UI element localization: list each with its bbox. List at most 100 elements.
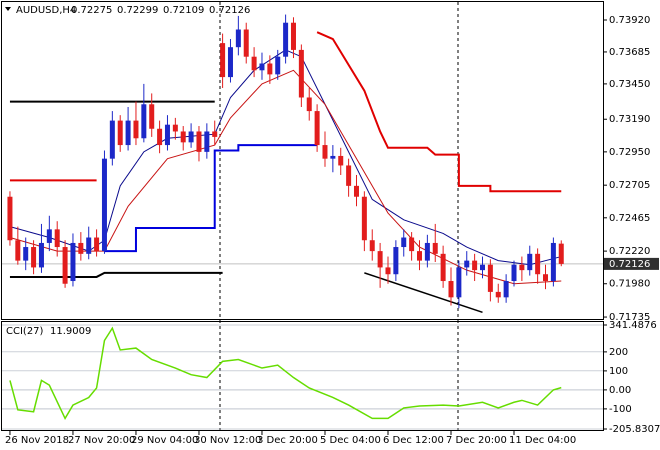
price-panel-frame [1, 1, 604, 320]
cci-value: 11.9009 [50, 326, 91, 337]
open-value: 0.72275 [71, 5, 112, 16]
cci-line [9, 326, 562, 420]
candle-body [306, 97, 312, 112]
candle-body [440, 253, 446, 282]
x-tick-label: 3 Dec 20:00 [257, 435, 318, 446]
y-tick-label: 0.72950 [609, 147, 650, 158]
cci-panel-frame [1, 321, 604, 431]
candle-body [511, 264, 517, 282]
candle-body [385, 267, 391, 275]
candle-body [353, 185, 359, 197]
candle-body [38, 242, 44, 268]
x-tick-label: 6 Dec 12:00 [383, 435, 444, 446]
candle-body [109, 120, 115, 159]
candle-body [267, 63, 273, 75]
candle-body [527, 253, 533, 271]
candle-body [212, 131, 218, 137]
cci-title: CCI(27) [6, 326, 44, 337]
y-tick-label: 0.73450 [609, 79, 650, 90]
y-tick-label: 100 [609, 366, 628, 377]
y-tick-label: 0.71980 [609, 279, 650, 290]
candle-body [290, 22, 296, 50]
y-tick-label: 0.72465 [609, 213, 650, 224]
candle-body [448, 281, 454, 298]
candle-body [204, 131, 210, 152]
x-tick-label: 11 Dec 04:00 [509, 435, 576, 446]
candle-body [259, 63, 265, 71]
y-tick-label: 0.72705 [609, 180, 650, 191]
candle-body [472, 260, 478, 271]
candle-body [298, 49, 304, 98]
candle-body [31, 247, 37, 268]
indicator-line [104, 144, 318, 253]
candle-body [157, 128, 163, 146]
candle-body [86, 237, 92, 254]
candle-body [133, 120, 139, 139]
candle-body [456, 267, 462, 298]
low-value: 0.72109 [163, 5, 204, 16]
candle-body [78, 242, 84, 254]
candle-body [330, 155, 336, 159]
symbol-marker [5, 7, 11, 11]
candle-body [188, 131, 194, 143]
candle-body [125, 120, 131, 146]
x-tick-label: 7 Dec 20:00 [446, 435, 507, 446]
candle-body [369, 240, 375, 252]
candle-body [243, 29, 249, 57]
current-price-label: 0.72126 [609, 259, 650, 270]
candle-body [409, 237, 415, 252]
candle-body [54, 229, 60, 248]
candle-body [15, 240, 21, 261]
candle-body [432, 242, 438, 254]
candle-body [424, 242, 430, 261]
candle-body [62, 247, 68, 284]
candle-body [503, 281, 509, 298]
candle-body [346, 165, 352, 186]
candle-body [416, 251, 422, 261]
candle-body [101, 158, 107, 252]
x-tick-label: 29 Nov 04:00 [131, 435, 198, 446]
candle-body [149, 104, 155, 129]
candle-body [377, 251, 383, 268]
y-tick-label: -100 [609, 404, 632, 415]
candle-body [283, 22, 289, 57]
close-value: 0.72126 [209, 5, 250, 16]
y-tick-label: 200 [609, 347, 628, 358]
candle-body [275, 56, 281, 75]
candle-body [480, 264, 486, 271]
y-tick-label: 0.73685 [609, 47, 650, 58]
candle-body [487, 264, 493, 292]
y-tick-label: 0.71735 [609, 312, 650, 323]
candle-body [94, 237, 100, 252]
y-tick-label: 0.73920 [609, 15, 650, 26]
candle-body [464, 260, 470, 268]
candle-body [235, 29, 241, 48]
high-value: 0.72299 [117, 5, 158, 16]
y-tick-label: 0.72220 [609, 246, 650, 257]
candle-body [401, 237, 407, 248]
candle-body [7, 196, 13, 241]
x-tick-label: 26 Nov 2018 [5, 435, 69, 446]
candle-body [495, 291, 501, 298]
candle-body [180, 131, 186, 143]
candle-body [251, 56, 257, 71]
candle-body [117, 120, 123, 146]
y-tick-label: 0.00 [609, 385, 631, 396]
x-tick-label: 30 Nov 12:00 [194, 435, 261, 446]
candle-body [361, 196, 367, 241]
candle-body [393, 247, 399, 275]
candle-body [23, 247, 29, 261]
candle-body [535, 253, 541, 275]
candle-body [196, 131, 202, 152]
y-tick-label: -205.8307 [609, 424, 660, 435]
candle-body [322, 145, 328, 159]
x-tick-label: 27 Nov 20:00 [68, 435, 135, 446]
candle-body [550, 242, 556, 282]
candle-body [46, 229, 52, 243]
candle-body [70, 242, 76, 282]
candle-body [164, 124, 170, 146]
indicator-line [316, 31, 562, 193]
candle-body [314, 111, 320, 146]
